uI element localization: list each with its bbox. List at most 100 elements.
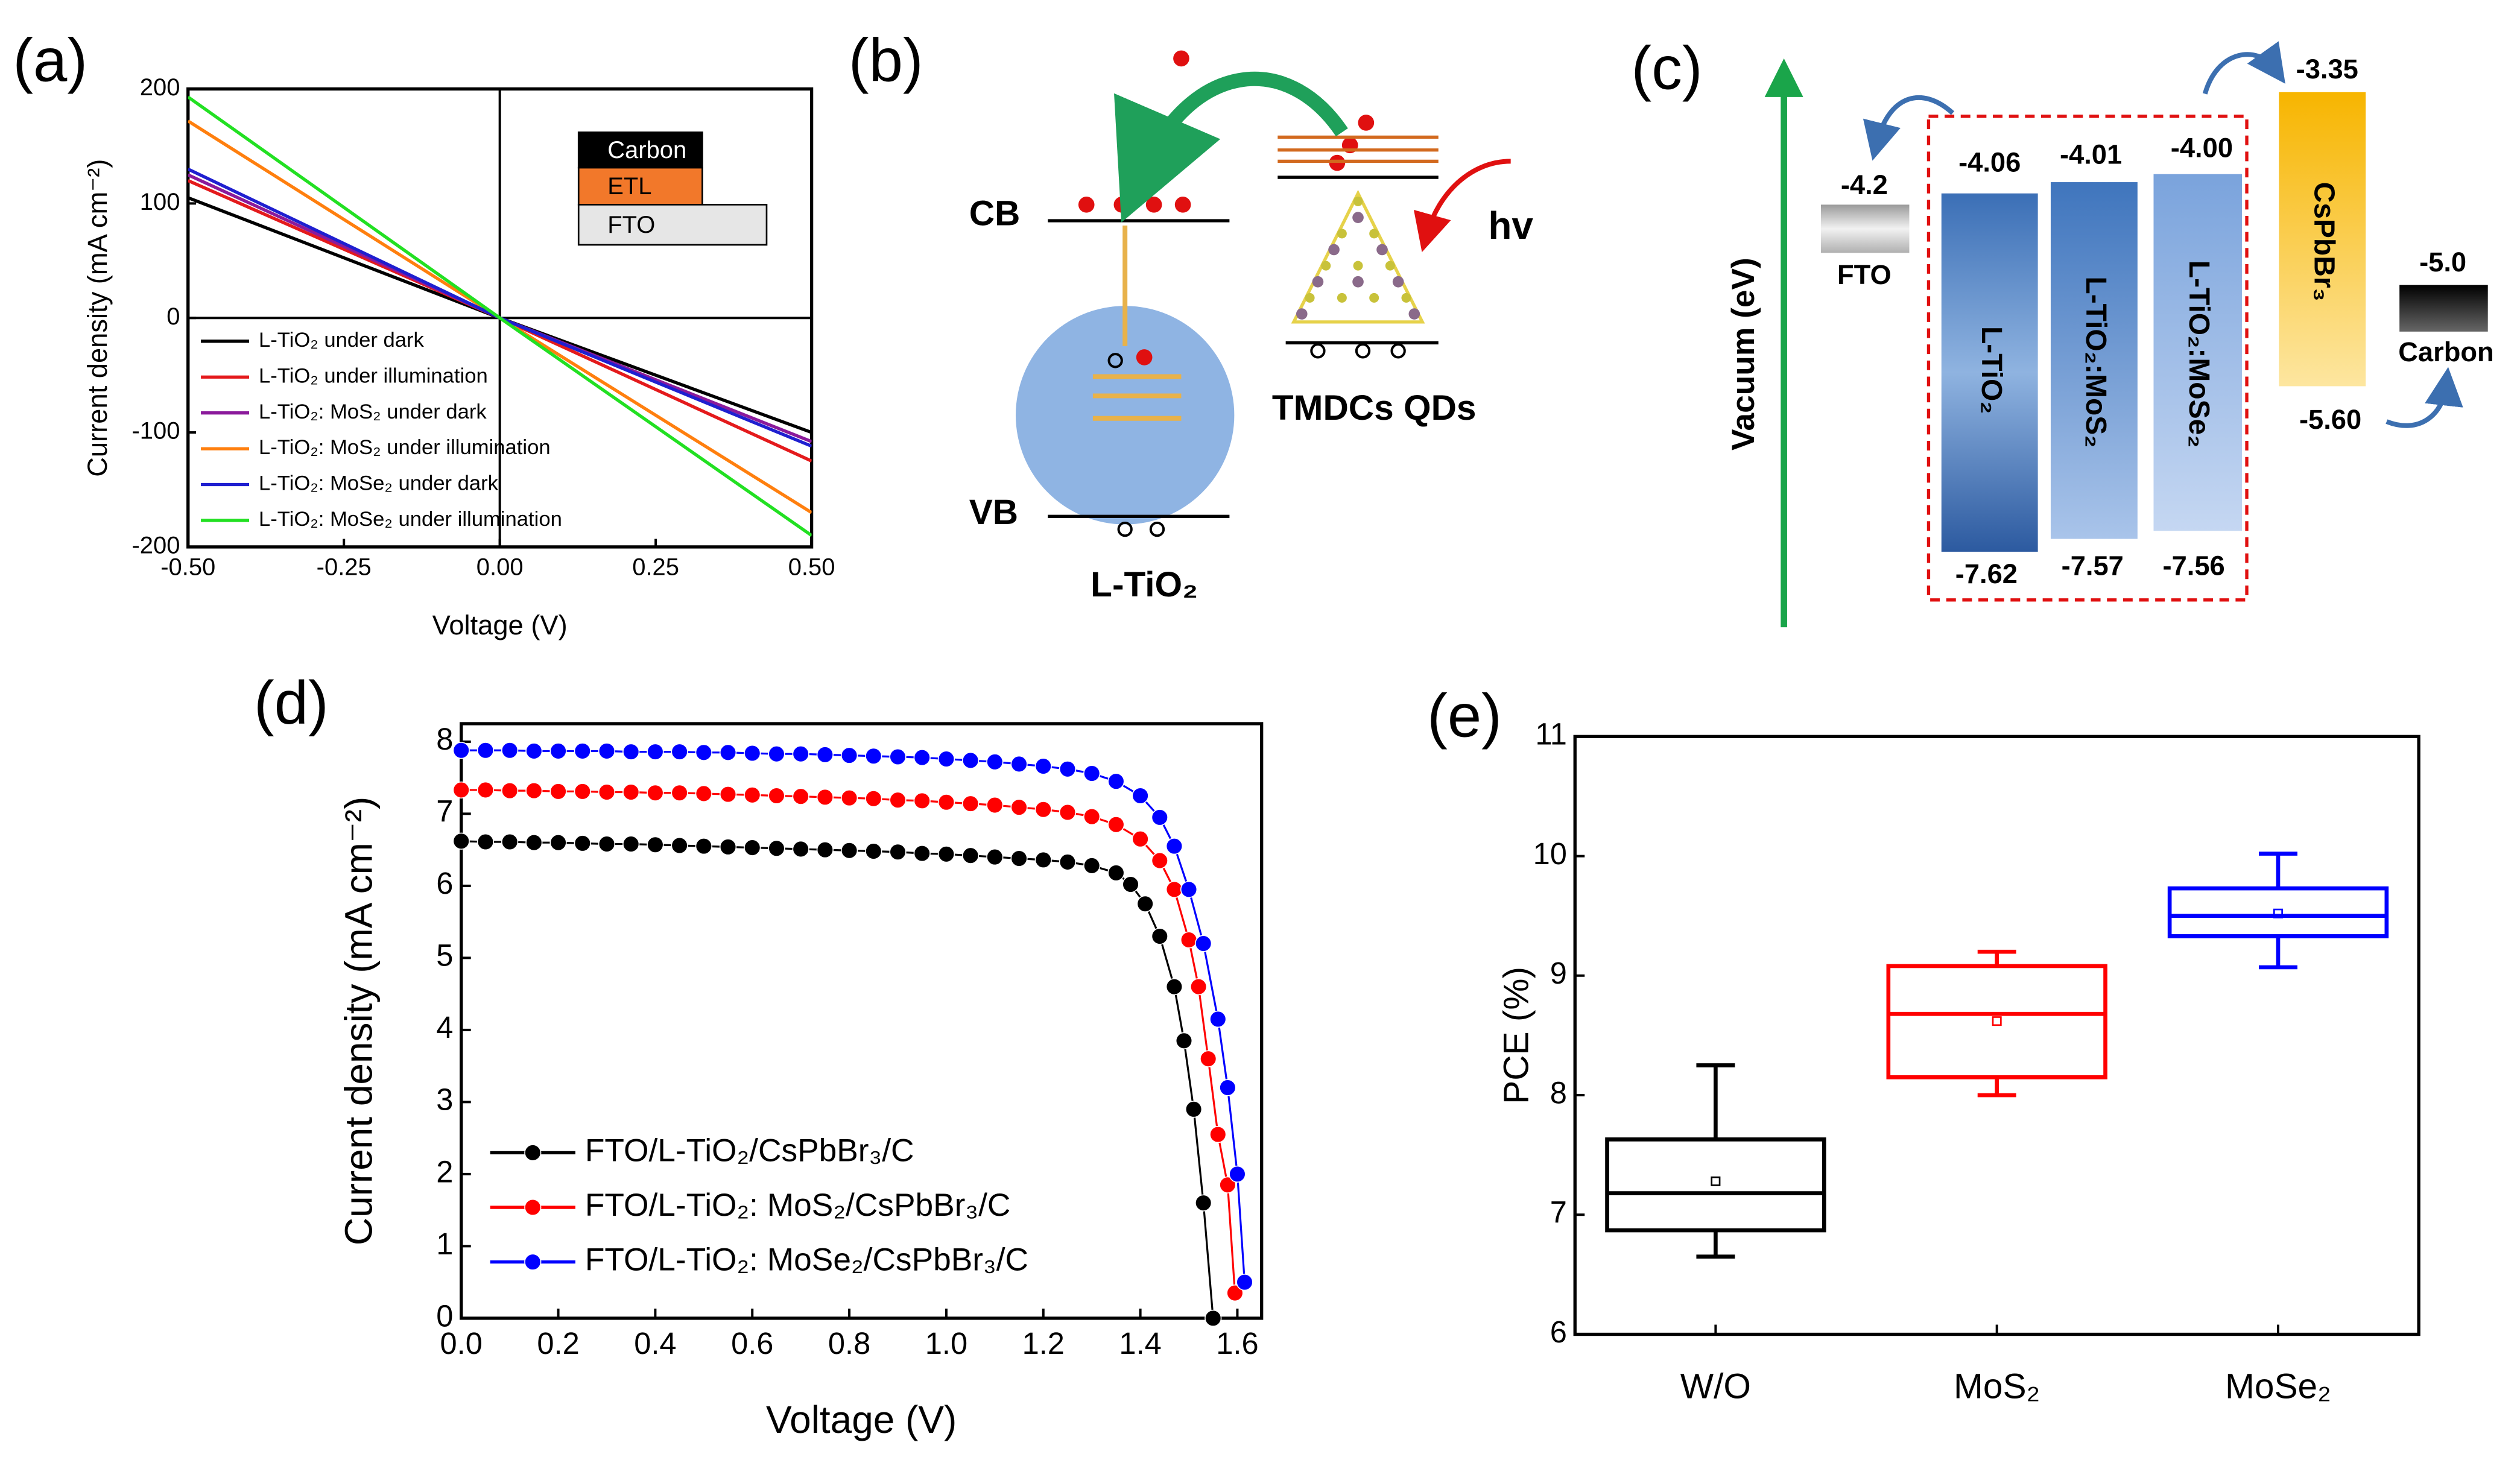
plot-frame [460,722,1264,1320]
marker [622,743,640,760]
x-tick-label: 1.6 [1216,1326,1258,1361]
x-tick-label: -0.25 [317,554,372,580]
marker [671,784,688,801]
marker [525,834,543,852]
panel-label: (c) [1632,34,1703,103]
diagram-c: Vacuum (eV) -4.2 FTO -4.06 -7.62 -4.01 -… [1726,41,2494,628]
marker [1010,850,1028,867]
marker [937,750,955,768]
marker [1180,931,1198,949]
marker [1136,895,1154,912]
y-axis-label: PCE (%) [1496,967,1536,1104]
marker [1195,935,1212,952]
y-tick-label: 8 [1550,1075,1567,1110]
y-tick-label: 7 [1550,1195,1567,1230]
qd-label: TMDCs QDs [1272,388,1477,428]
marker [452,781,470,799]
layer-bar [1941,193,2038,552]
marker [768,839,785,857]
marker [671,743,688,760]
legend-label: FTO/L-TiO₂/CsPbBr₃/C [585,1133,914,1169]
marker [1107,773,1125,790]
x-tick-label: W/O [1680,1367,1751,1406]
transfer-arrow [2385,367,2463,428]
marker [549,742,567,760]
marker [1132,830,1149,848]
marker [1083,857,1101,874]
y-tick-label: 2 [436,1154,453,1189]
vb-label: VB [969,493,1018,532]
legend-label: L-TiO₂: MoS₂ under illumination [259,436,551,459]
marker [865,842,882,860]
marker [549,834,567,852]
x-tick-label: 1.0 [925,1326,967,1361]
marker [622,783,640,801]
x-tick-label: -0.50 [160,554,215,580]
marker [1059,803,1077,821]
panel-label: (b) [849,26,923,94]
x-tick-label: 1.2 [1022,1326,1065,1361]
panel-label: (d) [254,669,329,737]
marker [913,749,931,766]
marker [647,784,664,801]
marker [768,787,785,804]
lattice [1291,189,1425,324]
marker [840,842,858,859]
box [2167,886,2389,938]
fto-level [1820,204,1910,253]
y-tick-label: 3 [436,1082,453,1117]
inset-label: FTO [607,212,655,238]
marker [1083,765,1101,782]
marker [574,835,591,852]
marker [574,783,591,800]
marker [719,838,737,856]
level-label: -4.2 [1841,169,1888,200]
transfer-arrow [2202,41,2285,95]
legend-label: L-TiO₂ under dark [259,329,425,352]
layer-label: CsPbBr₃ [2308,182,2340,302]
box [1605,1137,1826,1233]
x-tick-label: MoSe₂ [2225,1367,2331,1406]
layer-label: L-TiO₂:MoS₂ [2080,276,2112,447]
legend-label: L-TiO₂ under illumination [259,364,488,387]
marker [792,745,809,763]
x-axis-label: Voltage (V) [766,1398,957,1441]
y-tick-label: 100 [140,189,180,215]
marker [622,835,640,853]
marker [1083,808,1101,826]
legend-marker [524,1144,542,1161]
x-tick-label: MoS₂ [1954,1367,2040,1406]
marker [1180,880,1198,898]
marker [1209,1126,1227,1143]
y-tick-label: 10 [1533,836,1567,871]
x-tick-label: 1.4 [1119,1326,1161,1361]
x-tick-label: 0.0 [440,1326,483,1361]
marker [792,788,809,805]
marker [1185,1101,1203,1118]
marker [1151,928,1168,945]
series-line [188,95,812,537]
mean [2273,908,2283,918]
level-label: -7.62 [1955,558,2018,589]
panel-label: (a) [13,26,87,94]
marker [525,782,543,800]
marker [744,839,761,856]
x-tick-label: 0.25 [632,554,679,580]
level-label: -7.56 [2162,551,2224,581]
marker [476,781,495,799]
marker [574,742,591,760]
marker [1165,978,1183,996]
marker [1165,838,1183,855]
legend-label: L-TiO₂: MoSe₂ under illumination [259,508,562,531]
marker [840,789,858,807]
x-tick-label: 0.4 [634,1326,676,1361]
marker [937,845,955,863]
y-tick-label: 0 [436,1298,453,1333]
layer-label: L-TiO₂:MoSe₂ [2183,261,2215,448]
inset-layer [577,166,703,206]
marker [962,847,980,864]
legend-label: FTO/L-TiO₂: MoS₂/CsPbBr₃/C [585,1187,1010,1223]
marker [1010,755,1028,773]
marker [525,742,543,760]
